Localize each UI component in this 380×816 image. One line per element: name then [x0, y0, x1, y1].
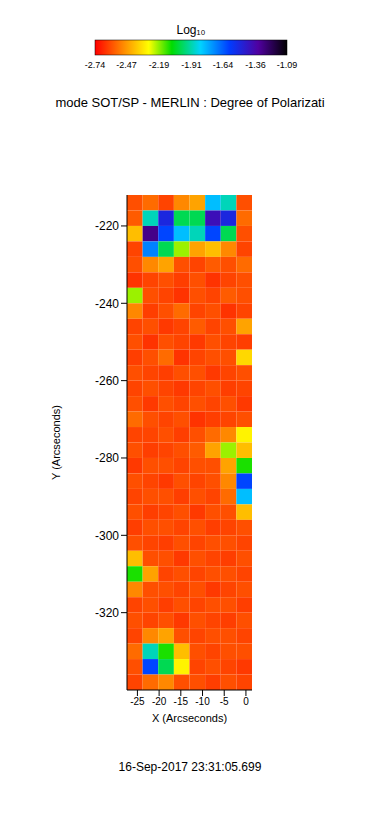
svg-text:-5: -5 [220, 696, 229, 707]
svg-text:-260: -260 [95, 374, 119, 388]
svg-text:-300: -300 [95, 529, 119, 543]
svg-text:0: 0 [243, 696, 249, 707]
svg-text:Log₁₀: Log₁₀ [176, 23, 205, 37]
svg-text:Y (Arcseconds): Y (Arcseconds) [50, 405, 62, 480]
svg-text:mode SOT/SP - MERLIN : Degree: mode SOT/SP - MERLIN : Degree of Polariz… [55, 95, 324, 110]
svg-text:-25: -25 [130, 696, 145, 707]
svg-text:-2.47: -2.47 [116, 60, 137, 70]
svg-text:-1.36: -1.36 [245, 60, 266, 70]
svg-text:-280: -280 [95, 451, 119, 465]
svg-text:-220: -220 [95, 219, 119, 233]
svg-text:-320: -320 [95, 606, 119, 620]
svg-text:-1.91: -1.91 [181, 60, 202, 70]
html-text:16-Sep-2017 23:31:05.699: 16-Sep-2017 23:31:05.699 [118, 760, 262, 774]
svg-text:-15: -15 [174, 696, 189, 707]
svg-text:-1.09: -1.09 [277, 60, 298, 70]
svg-text:-2.74: -2.74 [85, 60, 106, 70]
svg-text:-2.19: -2.19 [149, 60, 170, 70]
svg-text:-20: -20 [152, 696, 167, 707]
svg-text:-10: -10 [195, 696, 210, 707]
svg-text:-240: -240 [95, 297, 119, 311]
svg-text:X (Arcseconds): X (Arcseconds) [152, 712, 227, 724]
svg-text:-1.64: -1.64 [213, 60, 234, 70]
